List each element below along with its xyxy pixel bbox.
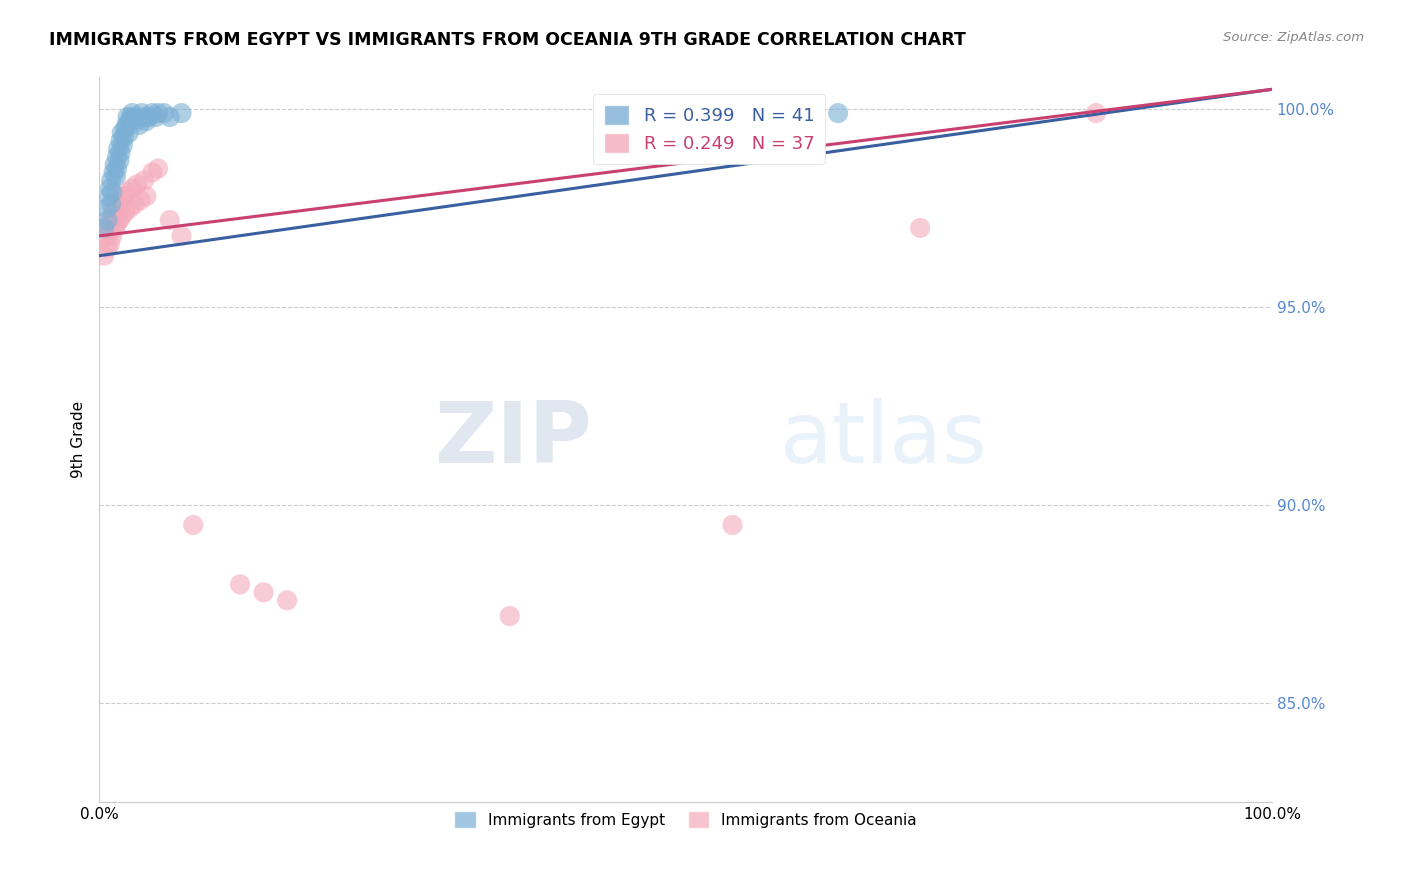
- Point: [117, 186, 139, 200]
- Point: [145, 110, 167, 124]
- Point: [132, 110, 155, 124]
- Point: [100, 173, 122, 187]
- Point: [96, 201, 118, 215]
- Point: [104, 158, 127, 172]
- Point: [114, 122, 136, 136]
- Text: IMMIGRANTS FROM EGYPT VS IMMIGRANTS FROM OCEANIA 9TH GRADE CORRELATION CHART: IMMIGRANTS FROM EGYPT VS IMMIGRANTS FROM…: [49, 31, 966, 49]
- Legend: Immigrants from Egypt, Immigrants from Oceania: Immigrants from Egypt, Immigrants from O…: [449, 805, 924, 835]
- Point: [97, 241, 120, 255]
- Point: [125, 178, 148, 192]
- Y-axis label: 9th Grade: 9th Grade: [72, 401, 86, 478]
- Point: [121, 106, 143, 120]
- Point: [107, 197, 129, 211]
- Point: [111, 126, 134, 140]
- Point: [118, 201, 141, 215]
- Point: [93, 249, 115, 263]
- Point: [115, 118, 138, 132]
- Point: [104, 221, 127, 235]
- Point: [131, 106, 153, 120]
- Point: [146, 106, 169, 120]
- Point: [170, 228, 193, 243]
- Text: atlas: atlas: [779, 399, 987, 482]
- Point: [132, 173, 155, 187]
- Point: [96, 228, 118, 243]
- Point: [159, 110, 181, 124]
- Point: [103, 205, 125, 219]
- Point: [103, 165, 125, 179]
- Point: [110, 145, 132, 160]
- Point: [276, 593, 298, 607]
- Point: [111, 209, 134, 223]
- Point: [252, 585, 274, 599]
- Point: [129, 193, 152, 207]
- Point: [105, 161, 128, 176]
- Point: [721, 518, 744, 533]
- Point: [118, 114, 141, 128]
- Point: [138, 110, 160, 124]
- Point: [111, 189, 134, 203]
- Point: [107, 142, 129, 156]
- Point: [98, 236, 121, 251]
- Point: [827, 106, 849, 120]
- Point: [110, 193, 132, 207]
- Point: [499, 609, 522, 624]
- Point: [100, 197, 122, 211]
- Point: [112, 129, 135, 144]
- Point: [105, 150, 128, 164]
- Text: Source: ZipAtlas.com: Source: ZipAtlas.com: [1223, 31, 1364, 45]
- Point: [229, 577, 252, 591]
- Point: [97, 189, 120, 203]
- Point: [125, 114, 148, 128]
- Point: [141, 106, 163, 120]
- Point: [110, 134, 132, 148]
- Point: [98, 181, 121, 195]
- Point: [159, 213, 181, 227]
- Point: [104, 201, 127, 215]
- Point: [135, 189, 157, 203]
- Point: [170, 106, 193, 120]
- Point: [124, 110, 146, 124]
- Point: [100, 213, 122, 227]
- Point: [120, 110, 142, 124]
- Point: [1085, 106, 1108, 120]
- Point: [105, 217, 128, 231]
- Point: [101, 186, 124, 200]
- Point: [124, 197, 146, 211]
- Point: [141, 165, 163, 179]
- Point: [108, 213, 131, 227]
- Point: [135, 114, 157, 128]
- Point: [908, 221, 931, 235]
- Point: [118, 126, 141, 140]
- Point: [121, 181, 143, 195]
- Point: [104, 169, 127, 184]
- Point: [97, 213, 120, 227]
- Point: [108, 153, 131, 168]
- Point: [181, 518, 204, 533]
- Point: [128, 118, 150, 132]
- Point: [153, 106, 176, 120]
- Point: [114, 205, 136, 219]
- Point: [101, 228, 124, 243]
- Text: ZIP: ZIP: [434, 399, 592, 482]
- Point: [93, 221, 115, 235]
- Point: [146, 161, 169, 176]
- Point: [117, 110, 139, 124]
- Point: [97, 221, 120, 235]
- Point: [111, 137, 134, 152]
